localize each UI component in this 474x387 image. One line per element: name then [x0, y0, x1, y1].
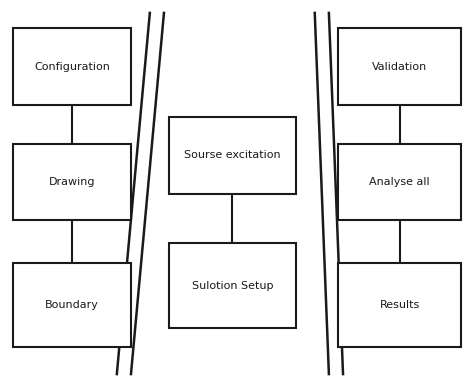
Text: Validation: Validation	[372, 62, 427, 72]
Text: Analyse all: Analyse all	[369, 177, 430, 187]
Text: Sulotion Setup: Sulotion Setup	[191, 281, 273, 291]
Text: Drawing: Drawing	[49, 177, 95, 187]
Bar	[13, 28, 131, 105]
Bar	[13, 144, 131, 220]
Text: Boundary: Boundary	[45, 300, 99, 310]
Bar	[169, 116, 296, 194]
Text: Results: Results	[380, 300, 419, 310]
Bar	[338, 144, 461, 220]
Bar	[169, 243, 296, 328]
Bar	[13, 263, 131, 347]
Bar	[338, 263, 461, 347]
Text: Configuration: Configuration	[34, 62, 110, 72]
Bar	[338, 28, 461, 105]
Text: Sourse excitation: Sourse excitation	[184, 150, 281, 160]
